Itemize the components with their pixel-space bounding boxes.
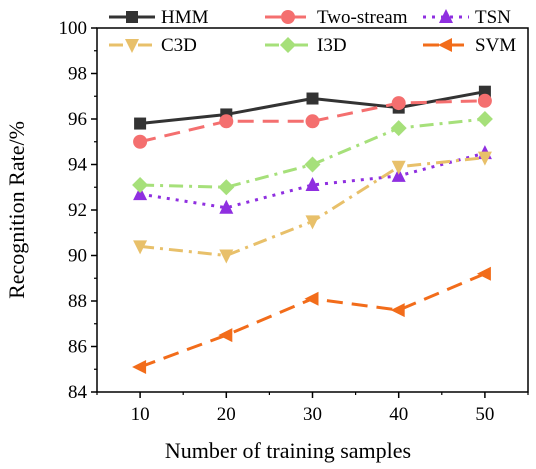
y-tick-label-0: 84	[68, 382, 88, 403]
y-tick-label-4: 92	[68, 200, 87, 221]
data-point-3-0	[133, 240, 148, 255]
legend-item-4: I3D	[265, 35, 347, 56]
data-point-2-3	[391, 167, 406, 182]
legend-marker-3	[125, 39, 139, 53]
y-tick-label-2: 88	[68, 291, 87, 312]
legend-item-3: C3D	[109, 35, 197, 56]
legend-marker-1	[281, 10, 295, 24]
data-point-4-2	[304, 156, 321, 173]
x-tick-label-3: 40	[389, 404, 408, 425]
legend-marker-2	[439, 9, 453, 23]
y-tick-label-5: 94	[68, 155, 88, 176]
series-1	[133, 93, 492, 149]
data-point-4-0	[132, 176, 149, 193]
series-line-5	[139, 272, 486, 369]
axes-layer: 84 86 88 90 92 94 96 98 100 10 20 30 40 50	[59, 18, 529, 425]
series-3	[133, 151, 492, 264]
series-0	[134, 85, 491, 130]
y-tick-label-1: 86	[68, 337, 87, 358]
data-point-5-0	[132, 359, 147, 374]
plot-frame	[96, 27, 529, 393]
data-point-5-3	[390, 303, 405, 318]
data-point-4-1	[218, 179, 235, 196]
data-point-5-4	[476, 266, 491, 281]
data-point-3-3	[391, 160, 406, 175]
series-4	[132, 111, 493, 196]
legend-label-2: TSN	[475, 7, 511, 28]
x-tick-label-0: 10	[131, 404, 150, 425]
data-point-4-3	[390, 120, 407, 137]
legend-item-2: TSN	[423, 7, 511, 28]
data-point-0-0	[134, 117, 147, 130]
legend-label-1: Two-stream	[317, 7, 408, 28]
legend-label-4: I3D	[317, 35, 347, 56]
legend-marker-4	[280, 37, 296, 53]
y-tick-label-7: 98	[68, 64, 87, 85]
data-point-2-1	[219, 199, 234, 214]
data-point-5-1	[218, 328, 233, 343]
x-tick-label-4: 50	[475, 404, 494, 425]
legend-label-3: C3D	[161, 35, 197, 56]
data-point-1-0	[133, 134, 148, 149]
legend-marker-0	[126, 11, 138, 23]
series-5	[132, 266, 491, 374]
data-point-1-3	[391, 96, 406, 111]
x-axis-title: Number of training samples	[165, 438, 411, 463]
legend-item-5: SVM	[423, 35, 516, 56]
data-point-2-2	[305, 176, 320, 191]
data-point-3-4	[477, 151, 492, 166]
data-point-4-4	[476, 111, 493, 127]
series-layer	[132, 85, 493, 374]
data-point-0-2	[306, 92, 319, 105]
data-point-1-1	[219, 114, 234, 129]
legend-label-0: HMM	[161, 7, 209, 28]
legend-label-5: SVM	[475, 35, 516, 56]
legend-item-1: Two-stream	[265, 7, 408, 28]
series-2	[133, 145, 492, 214]
legend-item-0: HMM	[109, 7, 209, 28]
series-line-1	[139, 99, 485, 144]
y-tick-label-3: 90	[68, 246, 87, 267]
x-tick-label-2: 30	[303, 404, 322, 425]
y-axis-title: Recognition Rate/%	[4, 121, 29, 299]
legend-marker-5	[438, 38, 452, 52]
legend: HMM Two-stream TSN C3D I3D SVM	[109, 7, 516, 56]
data-point-1-4	[477, 93, 492, 108]
y-tick-label-8: 100	[59, 18, 88, 39]
data-point-3-2	[305, 215, 320, 230]
data-point-2-0	[133, 186, 148, 201]
data-point-1-2	[305, 114, 320, 129]
x-tick-label-1: 20	[217, 404, 236, 425]
data-point-3-1	[219, 249, 234, 264]
data-point-5-2	[304, 291, 319, 306]
y-tick-label-6: 96	[68, 109, 87, 130]
